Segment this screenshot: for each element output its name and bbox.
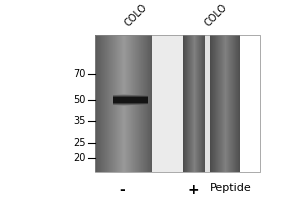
Text: -: -	[119, 183, 125, 197]
Bar	[95, 35, 260, 172]
Text: 35: 35	[74, 116, 86, 126]
Text: 25: 25	[74, 138, 86, 148]
Text: COLO: COLO	[123, 2, 149, 28]
Text: 70: 70	[74, 69, 86, 79]
Text: 20: 20	[74, 153, 86, 163]
Text: COLO: COLO	[203, 2, 229, 28]
Text: +: +	[187, 183, 199, 197]
Text: Peptide: Peptide	[210, 183, 252, 193]
Text: 50: 50	[74, 95, 86, 105]
